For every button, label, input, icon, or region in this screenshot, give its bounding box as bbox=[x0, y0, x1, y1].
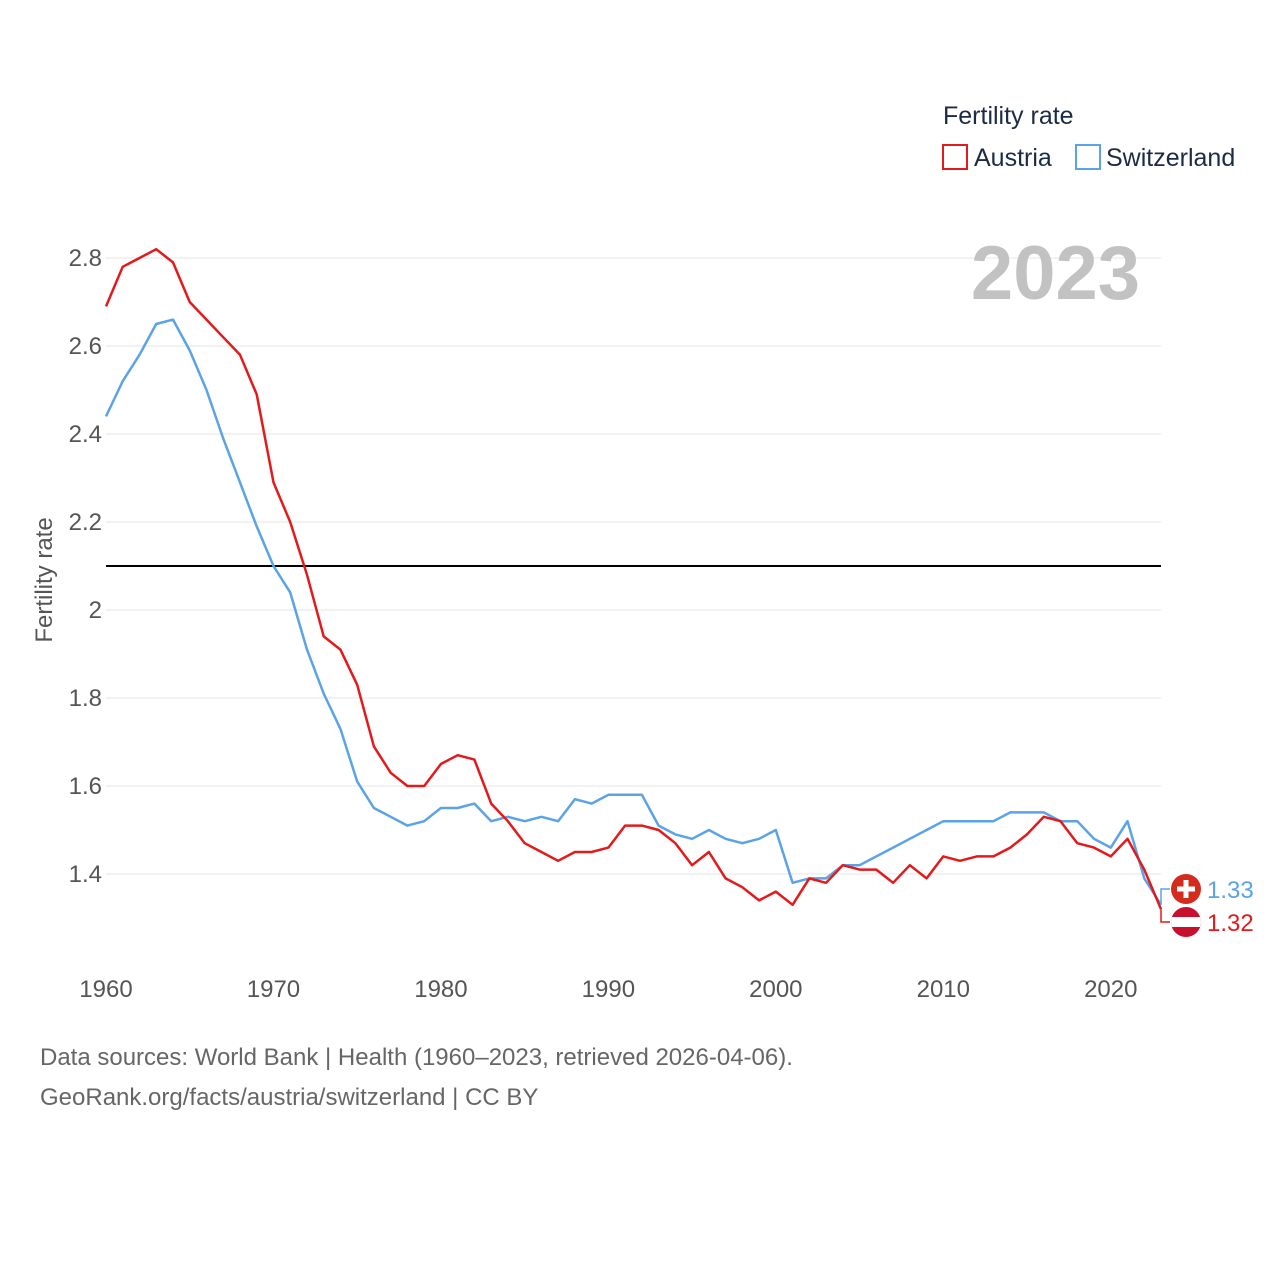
y-tick-label: 2.2 bbox=[69, 509, 102, 536]
end-connector bbox=[1160, 888, 1170, 905]
legend-label-switzerland: Switzerland bbox=[1106, 144, 1235, 172]
footer-sources: Data sources: World Bank | Health (1960–… bbox=[40, 1044, 793, 1071]
legend-title: Fertility rate bbox=[943, 102, 1074, 130]
x-tick-label: 1970 bbox=[247, 976, 300, 1003]
y-axis-title: Fertility rate bbox=[31, 517, 58, 642]
y-tick-label: 1.4 bbox=[69, 861, 102, 888]
year-label: 2023 bbox=[971, 231, 1140, 316]
y-tick-label: 2.8 bbox=[69, 245, 102, 272]
series-lines bbox=[104, 247, 1163, 910]
end-value-label-austria: 1.32 bbox=[1207, 910, 1254, 937]
x-tick-label: 2000 bbox=[749, 976, 802, 1003]
y-tick-label: 1.8 bbox=[69, 685, 102, 712]
legend-item-switzerland[interactable]: Switzerland bbox=[1075, 144, 1235, 172]
switzerland-flag-icon bbox=[1171, 874, 1201, 904]
x-tick-label: 1990 bbox=[582, 976, 635, 1003]
grid bbox=[106, 257, 1161, 875]
x-tick-label: 1960 bbox=[79, 976, 132, 1003]
legend-label-austria: Austria bbox=[974, 144, 1052, 172]
series-line-austria[interactable] bbox=[104, 247, 1163, 910]
x-axis-ticks: 1960 1970 1980 1990 2000 2010 2020 bbox=[79, 976, 1137, 1003]
austria-flag-icon bbox=[1171, 907, 1201, 937]
y-tick-label: 2 bbox=[89, 597, 102, 624]
y-tick-label: 2.6 bbox=[69, 333, 102, 360]
footer-credit[interactable]: GeoRank.org/facts/austria/switzerland | … bbox=[40, 1084, 539, 1111]
y-axis-ticks: 1.4 1.6 1.8 2 2.2 2.4 2.6 2.8 bbox=[69, 245, 102, 888]
legend-swatch-austria bbox=[942, 144, 968, 170]
y-tick-label: 1.6 bbox=[69, 773, 102, 800]
series-line-switzerland[interactable] bbox=[104, 318, 1163, 906]
x-tick-label: 2010 bbox=[917, 976, 970, 1003]
x-tick-label: 1980 bbox=[414, 976, 467, 1003]
end-value-label-switzerland: 1.33 bbox=[1207, 877, 1254, 904]
x-tick-label: 2020 bbox=[1084, 976, 1137, 1003]
end-marker-switzerland: 1.33 bbox=[1160, 874, 1254, 905]
legend-item-austria[interactable]: Austria bbox=[942, 144, 1052, 172]
end-connector bbox=[1160, 909, 1170, 923]
end-marker-austria: 1.32 bbox=[1160, 907, 1254, 937]
legend: Fertility rate Austria Switzerland bbox=[942, 102, 1235, 172]
end-markers: 1.32 1.33 bbox=[1160, 874, 1254, 937]
y-tick-label: 2.4 bbox=[69, 421, 102, 448]
legend-swatch-switzerland bbox=[1075, 144, 1101, 170]
